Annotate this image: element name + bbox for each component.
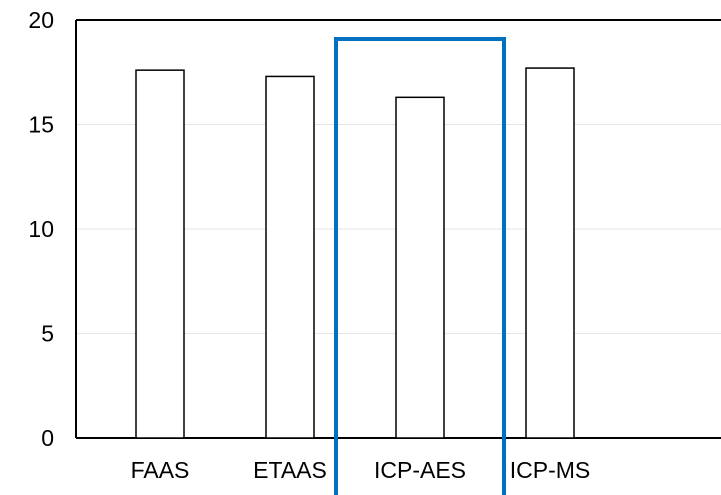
y-tick-label: 0	[41, 425, 54, 451]
bars	[135, 67, 575, 439]
x-tick-label: ICP-MS	[510, 457, 591, 483]
x-tick-label: ICP-AES	[374, 457, 466, 483]
highlight-box	[334, 37, 506, 495]
bar-etaas	[265, 75, 315, 439]
bar-faas	[135, 69, 185, 439]
x-tick-label: FAAS	[131, 457, 190, 483]
y-tick-label: 5	[41, 321, 54, 347]
highlight-rectangle	[334, 37, 506, 495]
y-tick-label: 15	[28, 112, 54, 138]
bar-icp-aes	[395, 96, 445, 439]
y-tick-label: 10	[28, 216, 54, 242]
labels: 0 5 10 15 20 FAAS ETAAS ICP-AES ICP-MS	[28, 7, 590, 483]
y-tick-label: 20	[28, 7, 54, 33]
bar-icp-ms	[525, 67, 575, 439]
x-tick-label: ETAAS	[253, 457, 327, 483]
